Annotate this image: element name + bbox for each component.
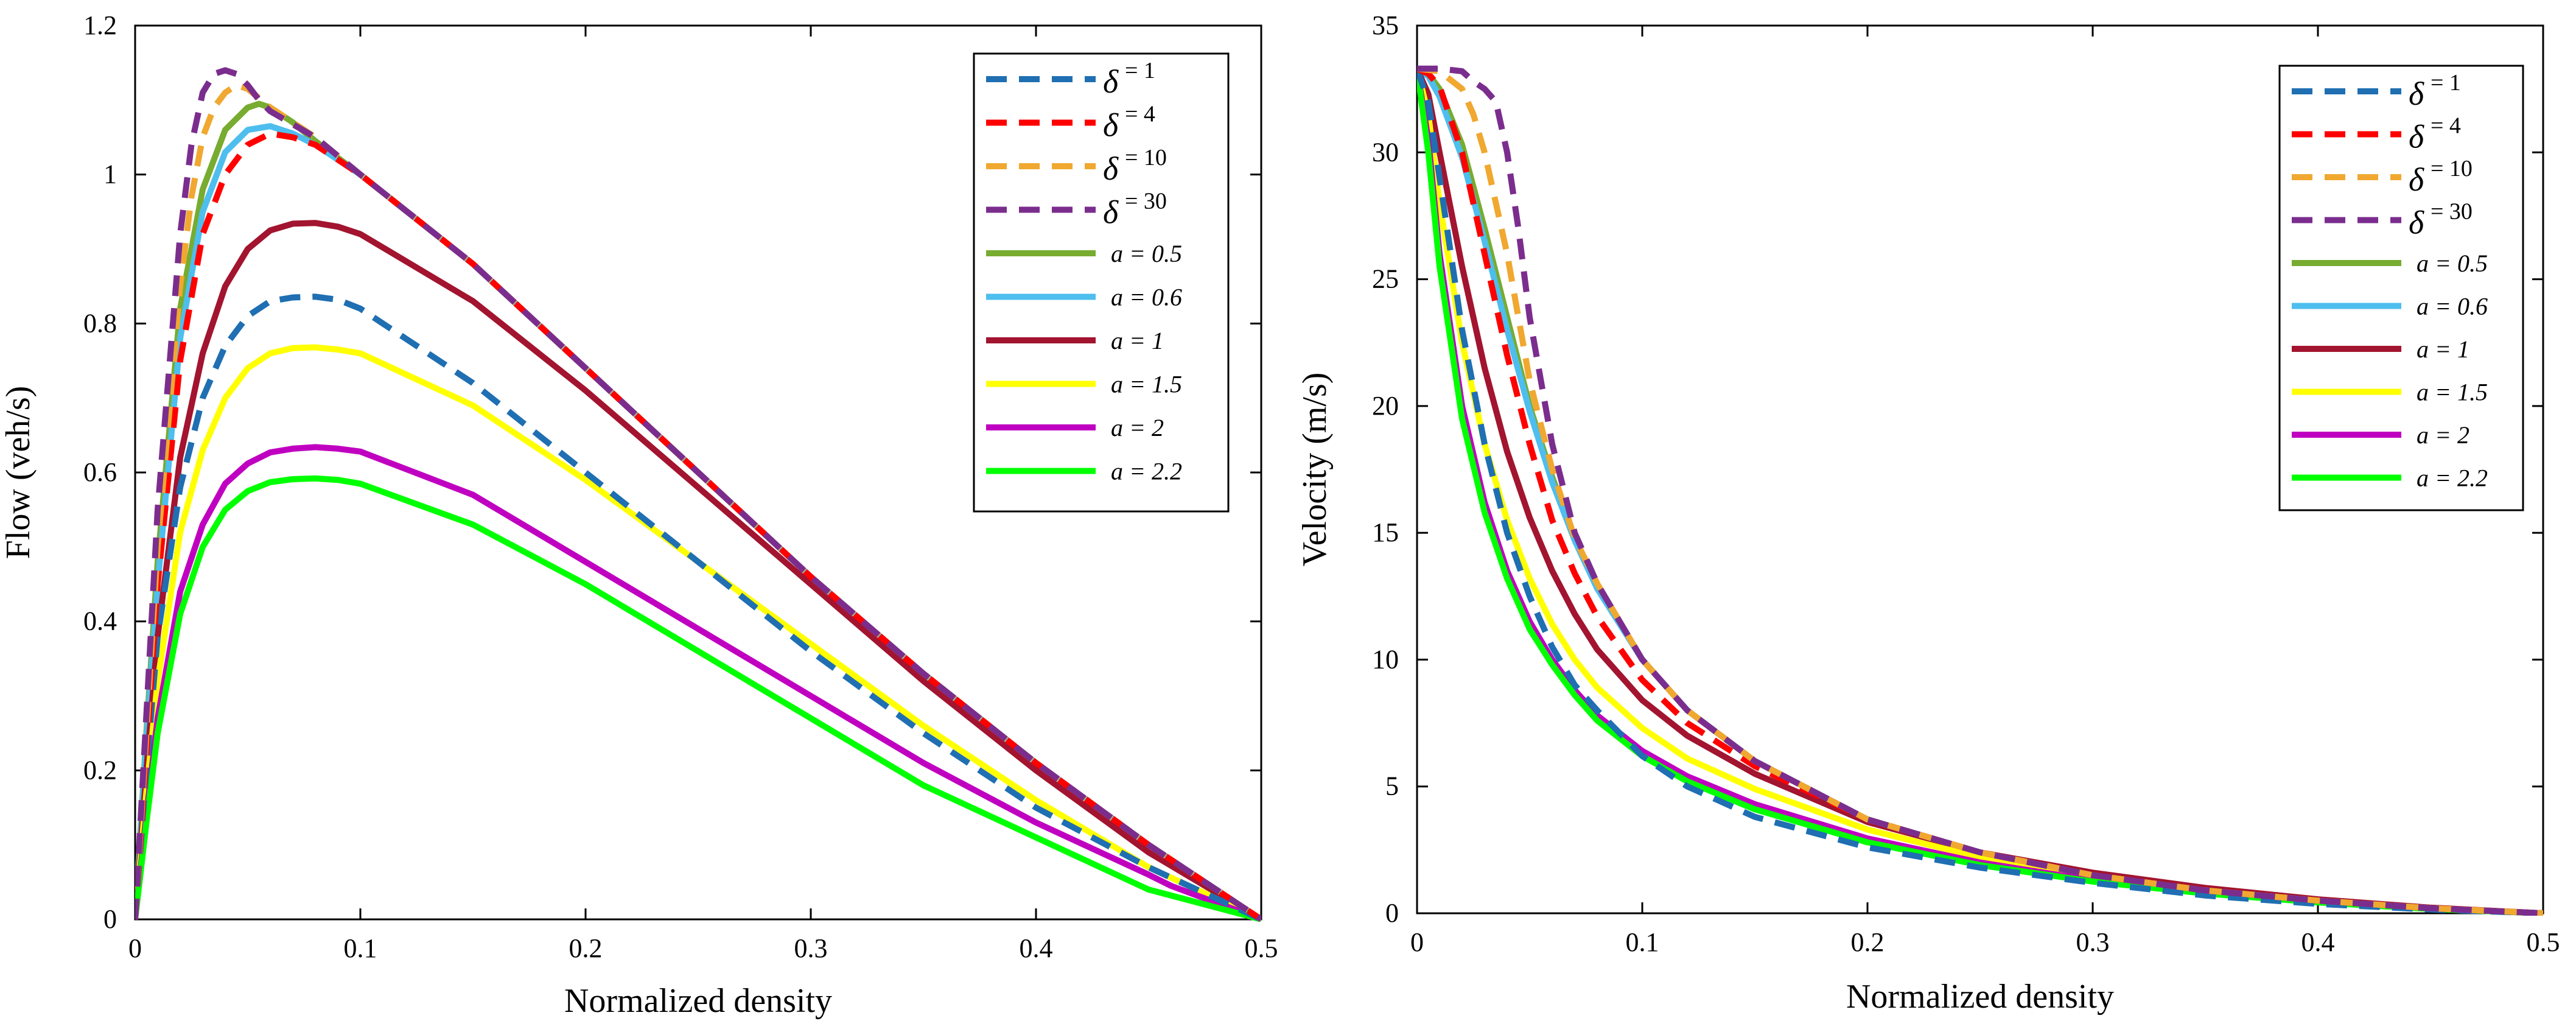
y-tick-label: 0.4 bbox=[83, 606, 117, 636]
legend-delta-symbol: δ bbox=[2409, 205, 2424, 241]
y-tick-label: 0 bbox=[1385, 898, 1399, 928]
y-tick-label: 15 bbox=[1372, 518, 1399, 547]
x-tick-label: 0.5 bbox=[2527, 927, 2560, 957]
series-line-a2 bbox=[135, 444, 1261, 922]
legend-label-d1: = 1 bbox=[2431, 70, 2461, 96]
series-line-d30 bbox=[135, 67, 1261, 922]
x-tick-label: 0.3 bbox=[2076, 927, 2110, 957]
legend-label-d30: = 30 bbox=[1125, 189, 1167, 214]
legend-label-d4: = 4 bbox=[2431, 113, 2461, 139]
legend-label-a2: a = 2 bbox=[1111, 414, 1164, 441]
y-tick-label: 0.2 bbox=[83, 755, 117, 785]
y-tick-label: 0.6 bbox=[83, 457, 117, 487]
y-tick-label: 20 bbox=[1372, 391, 1399, 421]
x-tick-label: 0.4 bbox=[2301, 927, 2335, 957]
legend-delta-symbol: δ bbox=[2409, 119, 2424, 155]
x-axis-label: Normalized density bbox=[564, 982, 832, 1020]
x-tick-label: 0.1 bbox=[1626, 927, 1659, 957]
series-line-d30 bbox=[1417, 65, 2543, 916]
velocity-chart: 0 0.1 0.2 0.3 0.4 0.5 0 5 10 15 20 25 30 35 Normalized… bbox=[1296, 10, 2560, 1016]
legend-label-d10: = 10 bbox=[2431, 156, 2473, 181]
legend-label-a05: a = 0.5 bbox=[1111, 240, 1182, 267]
x-tick-label: 0 bbox=[1410, 927, 1424, 957]
legend-label-d1: = 1 bbox=[1125, 58, 1155, 83]
legend-label-d10: = 10 bbox=[1125, 145, 1167, 170]
flow-chart: 0 0.1 0.2 0.3 0.4 0.5 0 0.2 0.4 0.6 0.8 1 1.2 Normali… bbox=[0, 10, 1278, 1020]
x-tick-label: 0.2 bbox=[569, 933, 603, 963]
legend-label-a15: a = 1.5 bbox=[1111, 371, 1182, 398]
legend-delta-symbol: δ bbox=[2409, 161, 2424, 198]
y-tick-label: 25 bbox=[1372, 264, 1399, 294]
y-axis-label: Velocity (m/s) bbox=[1296, 373, 1334, 567]
series-group bbox=[135, 67, 1261, 922]
x-tick-label: 0.4 bbox=[1020, 933, 1053, 963]
legend-box bbox=[973, 52, 1230, 513]
series-group bbox=[1417, 65, 2543, 916]
series-line-a22 bbox=[135, 475, 1261, 922]
y-tick-label: 0.8 bbox=[83, 308, 117, 338]
y-tick-label: 0 bbox=[103, 904, 117, 934]
legend-delta-symbol: δ bbox=[1103, 107, 1119, 144]
y-tick-label: 1.2 bbox=[83, 10, 117, 40]
legend: δ = 1 δ = 4 δ = 10 δ = 30 a = 0.5 a = 0.6 a = 1 a =… bbox=[2278, 65, 2524, 511]
x-tick-label: 0.3 bbox=[794, 933, 828, 963]
legend-label-a22: a = 2.2 bbox=[1111, 458, 1182, 485]
legend-delta-symbol: δ bbox=[1103, 194, 1119, 231]
y-axis-label: Flow (veh/s) bbox=[0, 386, 37, 560]
x-tick-label: 0 bbox=[128, 933, 142, 963]
x-tick-label: 0.2 bbox=[1851, 927, 1885, 957]
legend-label-d4: = 4 bbox=[1125, 102, 1155, 127]
y-tick-label: 1 bbox=[103, 160, 117, 189]
series-line-a15 bbox=[135, 344, 1261, 922]
legend-label-a06: a = 0.6 bbox=[2417, 293, 2488, 320]
series-line-a22 bbox=[1417, 68, 2543, 916]
legend: δ = 1δ = 4δ = 10δ = 30a = 0.5a = 0.6a = 1a =… bbox=[973, 52, 1230, 513]
axes-frame bbox=[1416, 24, 2544, 914]
legend-label-a1: a = 1 bbox=[2417, 335, 2469, 363]
series-line-d1 bbox=[135, 293, 1261, 922]
y-tick-label: 30 bbox=[1372, 137, 1399, 167]
legend-label-a15: a = 1.5 bbox=[2417, 379, 2488, 406]
legend-label-a05: a = 0.5 bbox=[2417, 250, 2488, 277]
y-tick-label: 35 bbox=[1372, 10, 1399, 40]
y-tick-label: 5 bbox=[1385, 771, 1399, 801]
x-axis-label: Normalized density bbox=[1846, 978, 2114, 1016]
legend-delta-symbol: δ bbox=[1103, 63, 1119, 100]
y-tick-label: 10 bbox=[1372, 644, 1399, 674]
legend-label-a1: a = 1 bbox=[1111, 327, 1164, 354]
series-line-a1 bbox=[135, 220, 1261, 922]
legend-delta-symbol: δ bbox=[2409, 75, 2424, 112]
legend-delta-symbol: δ bbox=[1103, 150, 1119, 187]
x-tick-label: 0.5 bbox=[1245, 933, 1278, 963]
x-tick-label: 0.1 bbox=[344, 933, 377, 963]
series-line-d1 bbox=[1417, 68, 2543, 916]
legend-label-a06: a = 0.6 bbox=[1111, 284, 1182, 311]
legend-label-a2: a = 2 bbox=[2417, 421, 2469, 449]
legend-label-d30: = 30 bbox=[2431, 199, 2473, 225]
legend-label-a22: a = 2.2 bbox=[2417, 465, 2488, 492]
